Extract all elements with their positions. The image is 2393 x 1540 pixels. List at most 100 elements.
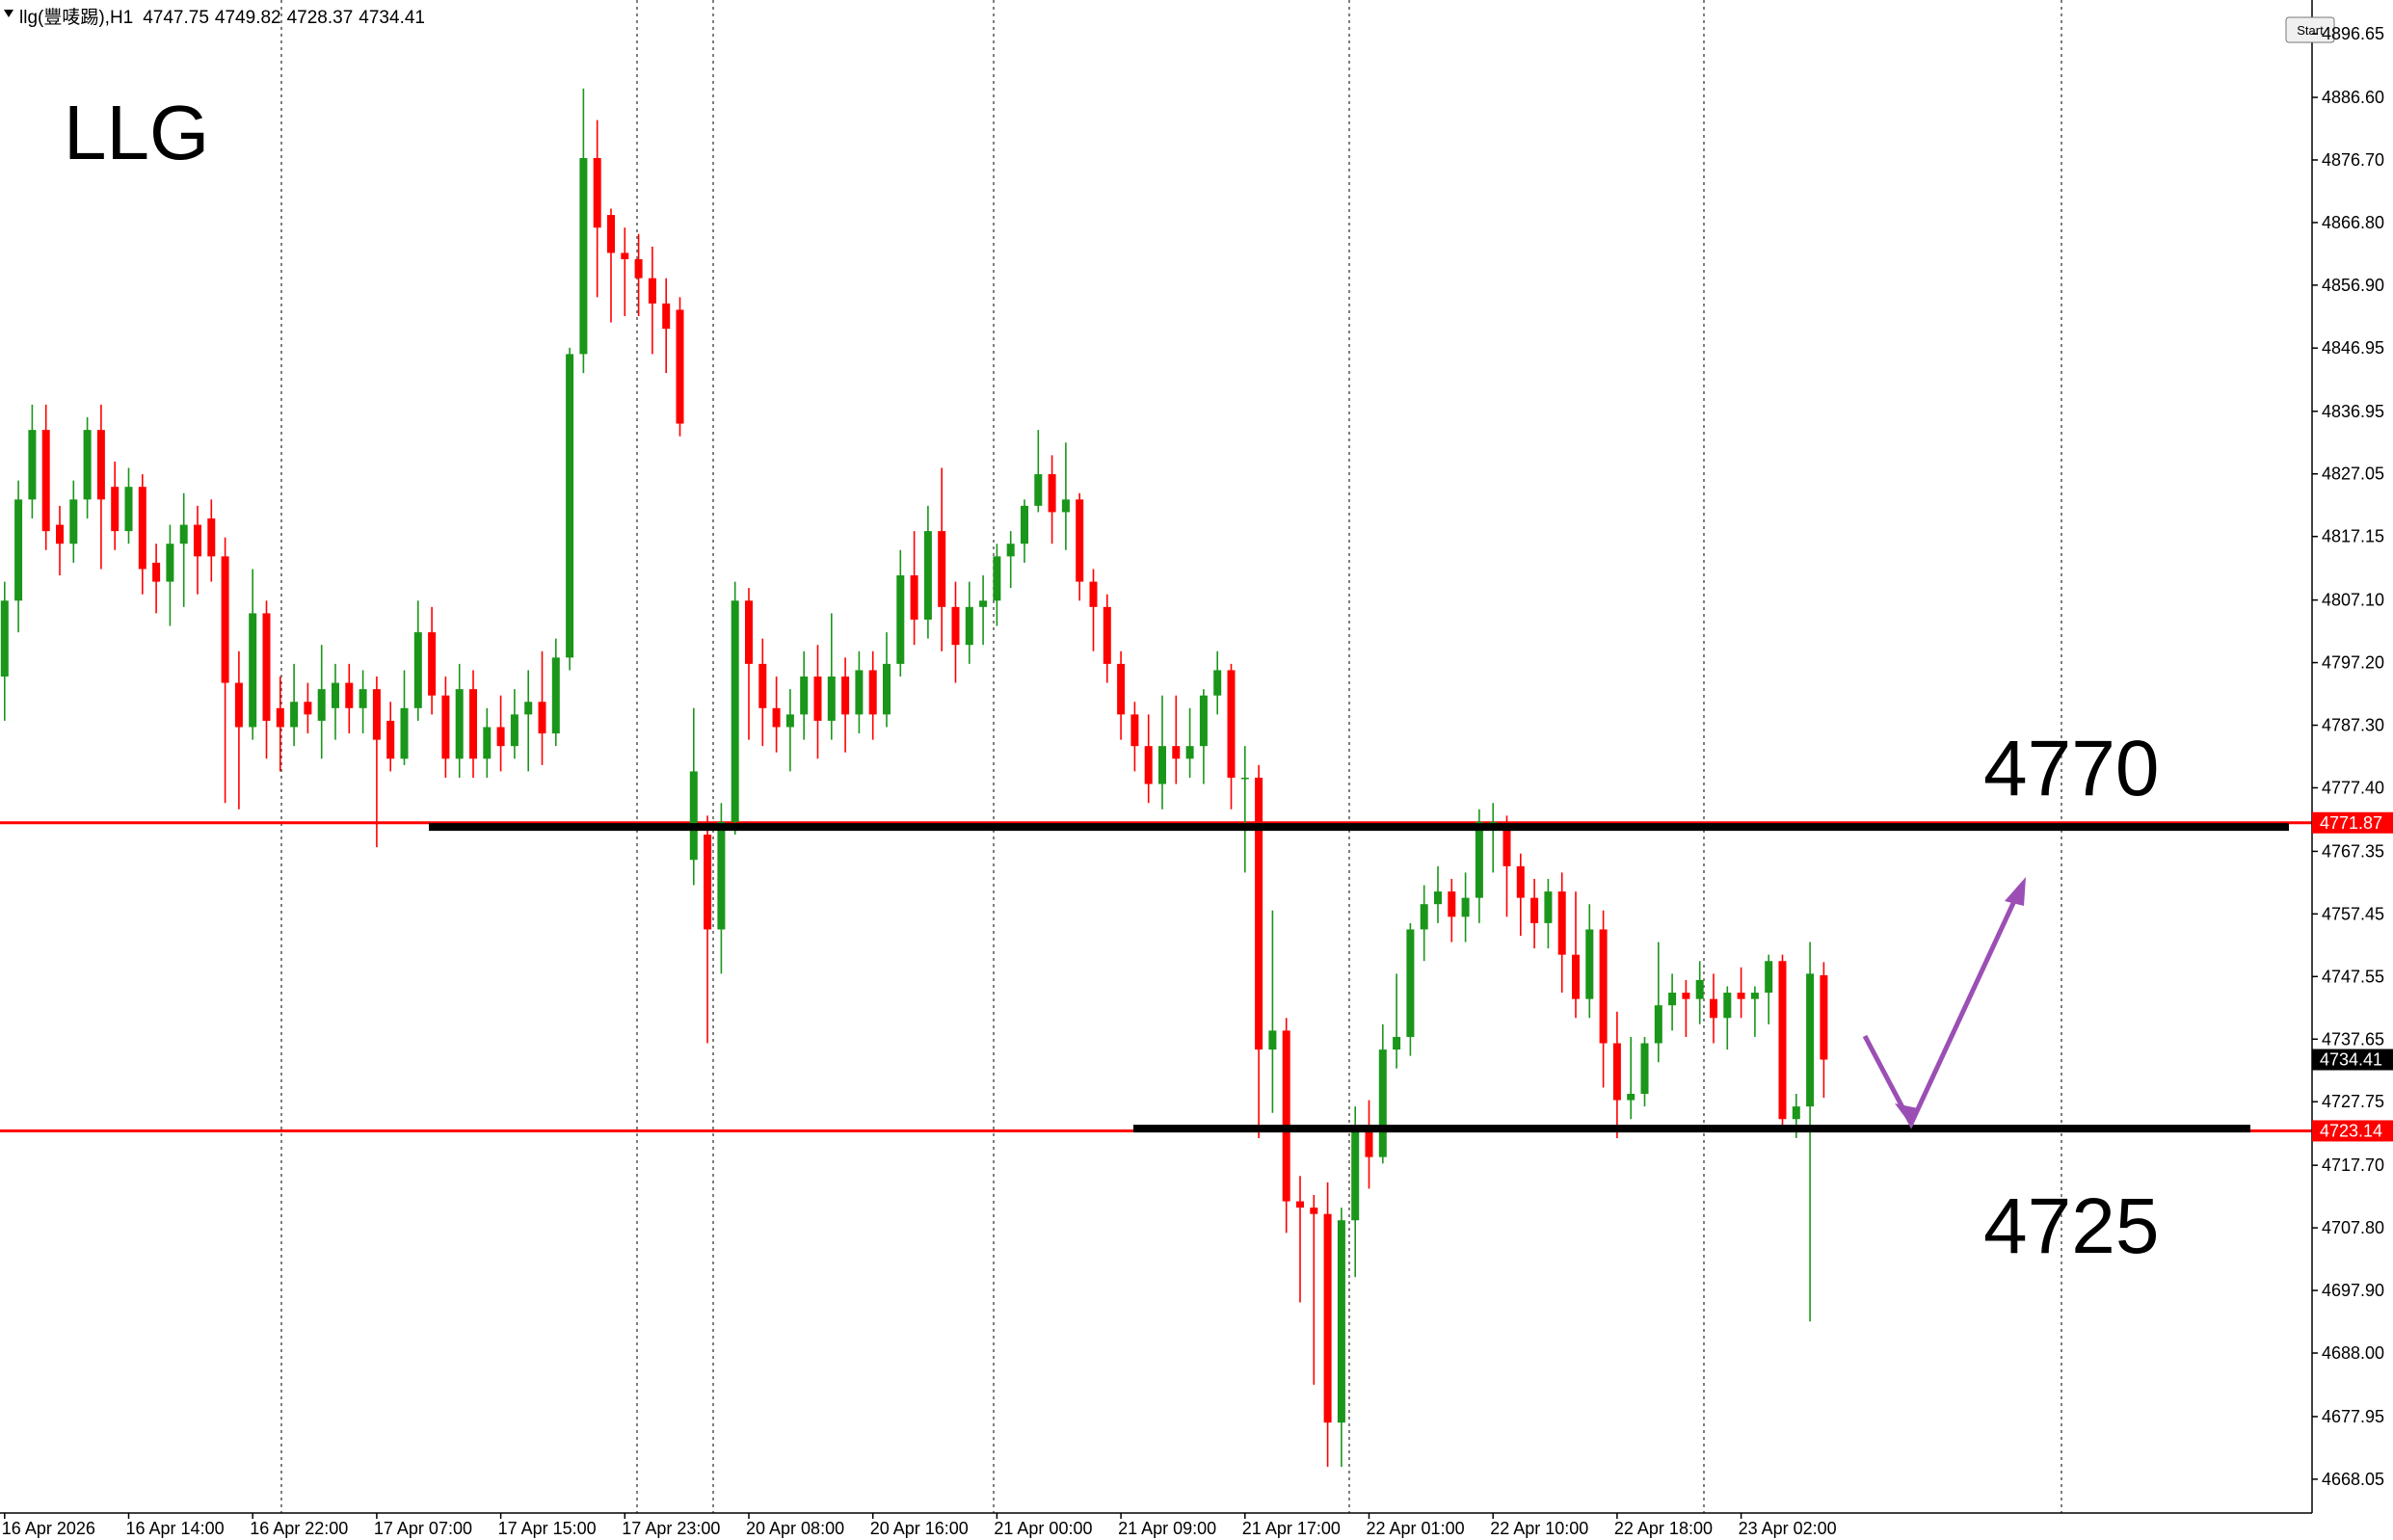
x-tick-label: 21 Apr 09:00 [1118, 1519, 1216, 1538]
candle-body [1806, 973, 1815, 1107]
button-label[interactable]: Start [2297, 23, 2324, 38]
candle-body [607, 215, 615, 253]
candle-body [1723, 993, 1732, 1019]
candle-body [276, 707, 284, 728]
candle-body [1434, 891, 1442, 905]
header-close: 4734.41 [359, 8, 425, 28]
candle-body [69, 499, 78, 544]
candle-body [745, 600, 753, 664]
candle-body [345, 682, 354, 708]
candle-body [1627, 1094, 1635, 1101]
y-tick-label: 4886.60 [2322, 88, 2384, 107]
candle-body [138, 487, 146, 570]
level-label: 4723.14 [2320, 1121, 2382, 1140]
start-button[interactable]: Start [2285, 16, 2335, 43]
x-tick-label: 16 Apr 14:00 [126, 1519, 225, 1538]
candle-body [400, 707, 409, 759]
candle-body [731, 600, 739, 822]
candle-body [841, 677, 850, 715]
candle-body [1778, 961, 1787, 1120]
level-label: 4771.87 [2320, 813, 2382, 833]
candle-body [1061, 499, 1070, 513]
candle-body [938, 531, 946, 607]
candle-body [910, 575, 918, 620]
candle-body [1021, 505, 1028, 544]
candle-body [704, 835, 712, 930]
arrow-head [2005, 877, 2026, 906]
candle-body [1406, 929, 1415, 1037]
candle-body [332, 682, 339, 708]
x-tick-label: 22 Apr 01:00 [1367, 1519, 1465, 1538]
y-tick-label: 4896.65 [2322, 24, 2384, 43]
annotation: LLG [64, 90, 209, 175]
y-tick-label: 4827.05 [2322, 465, 2384, 484]
candle-body [1089, 581, 1098, 607]
candle-body [1765, 961, 1773, 994]
candle-body [923, 531, 932, 620]
candle-body [1117, 663, 1126, 715]
candle-body [1695, 979, 1704, 999]
candle-body [1502, 821, 1511, 866]
candle-body [524, 702, 533, 715]
candle-body [1103, 606, 1111, 664]
candle-body [1337, 1220, 1345, 1423]
candle-body [41, 430, 50, 532]
candle-body [868, 670, 877, 715]
candle-body [1378, 1049, 1387, 1157]
candle-body [455, 689, 464, 759]
y-tick-label: 4727.75 [2322, 1092, 2384, 1111]
candle-body [993, 556, 1001, 601]
x-tick-label: 20 Apr 08:00 [746, 1519, 844, 1538]
level-annotation: 4770 [1983, 725, 2159, 812]
arrow-line [1862, 887, 2023, 1129]
candle-body [56, 524, 64, 544]
candle-body [413, 632, 422, 708]
candle-body [1448, 891, 1456, 917]
candle-body [1820, 975, 1828, 1060]
candle-body [207, 518, 216, 557]
candle-body [1268, 1030, 1277, 1050]
x-tick-label: 21 Apr 00:00 [994, 1519, 1092, 1538]
candle-body [1144, 746, 1153, 784]
candle-body [676, 309, 684, 424]
candle-body [855, 670, 864, 715]
candle-body [1310, 1208, 1318, 1214]
y-tick-label: 4836.95 [2322, 402, 2384, 421]
candle-body [386, 720, 395, 759]
candle-body [249, 613, 257, 728]
candle-body [194, 524, 201, 557]
candle-body [1710, 998, 1717, 1019]
candle-body [14, 499, 23, 601]
candle-body [428, 632, 437, 696]
candle-body [593, 158, 601, 228]
candle-body [510, 714, 518, 747]
candle-body [1572, 954, 1580, 999]
candle-body [1475, 821, 1483, 898]
candle-body [1654, 1005, 1662, 1044]
level-label-box [2312, 811, 2393, 834]
y-tick-label: 4856.90 [2322, 276, 2384, 295]
candle-body [1034, 474, 1043, 506]
button-frame[interactable] [2285, 16, 2335, 43]
candle-body [96, 430, 105, 500]
x-tick-label: 16 Apr 2026 [2, 1519, 95, 1538]
candle-body [496, 727, 505, 747]
candle-body [979, 600, 988, 607]
candle-body [1530, 897, 1539, 923]
candle-body [1199, 695, 1208, 747]
x-tick-label: 16 Apr 22:00 [250, 1519, 348, 1538]
candle-body [1393, 1036, 1401, 1050]
candle-body [1323, 1213, 1332, 1423]
menu-icon[interactable] [4, 10, 13, 17]
x-tick-label: 22 Apr 18:00 [1614, 1519, 1713, 1538]
candle-body [1461, 897, 1470, 917]
price-label: 4734.41 [2320, 1050, 2382, 1070]
candle-body [1420, 904, 1428, 930]
candle-body [483, 727, 492, 759]
candle-body [1048, 474, 1056, 513]
candle-body [717, 821, 726, 930]
y-tick-label: 4807.10 [2322, 591, 2384, 610]
candle-body [179, 524, 188, 544]
candle-body [359, 689, 367, 708]
